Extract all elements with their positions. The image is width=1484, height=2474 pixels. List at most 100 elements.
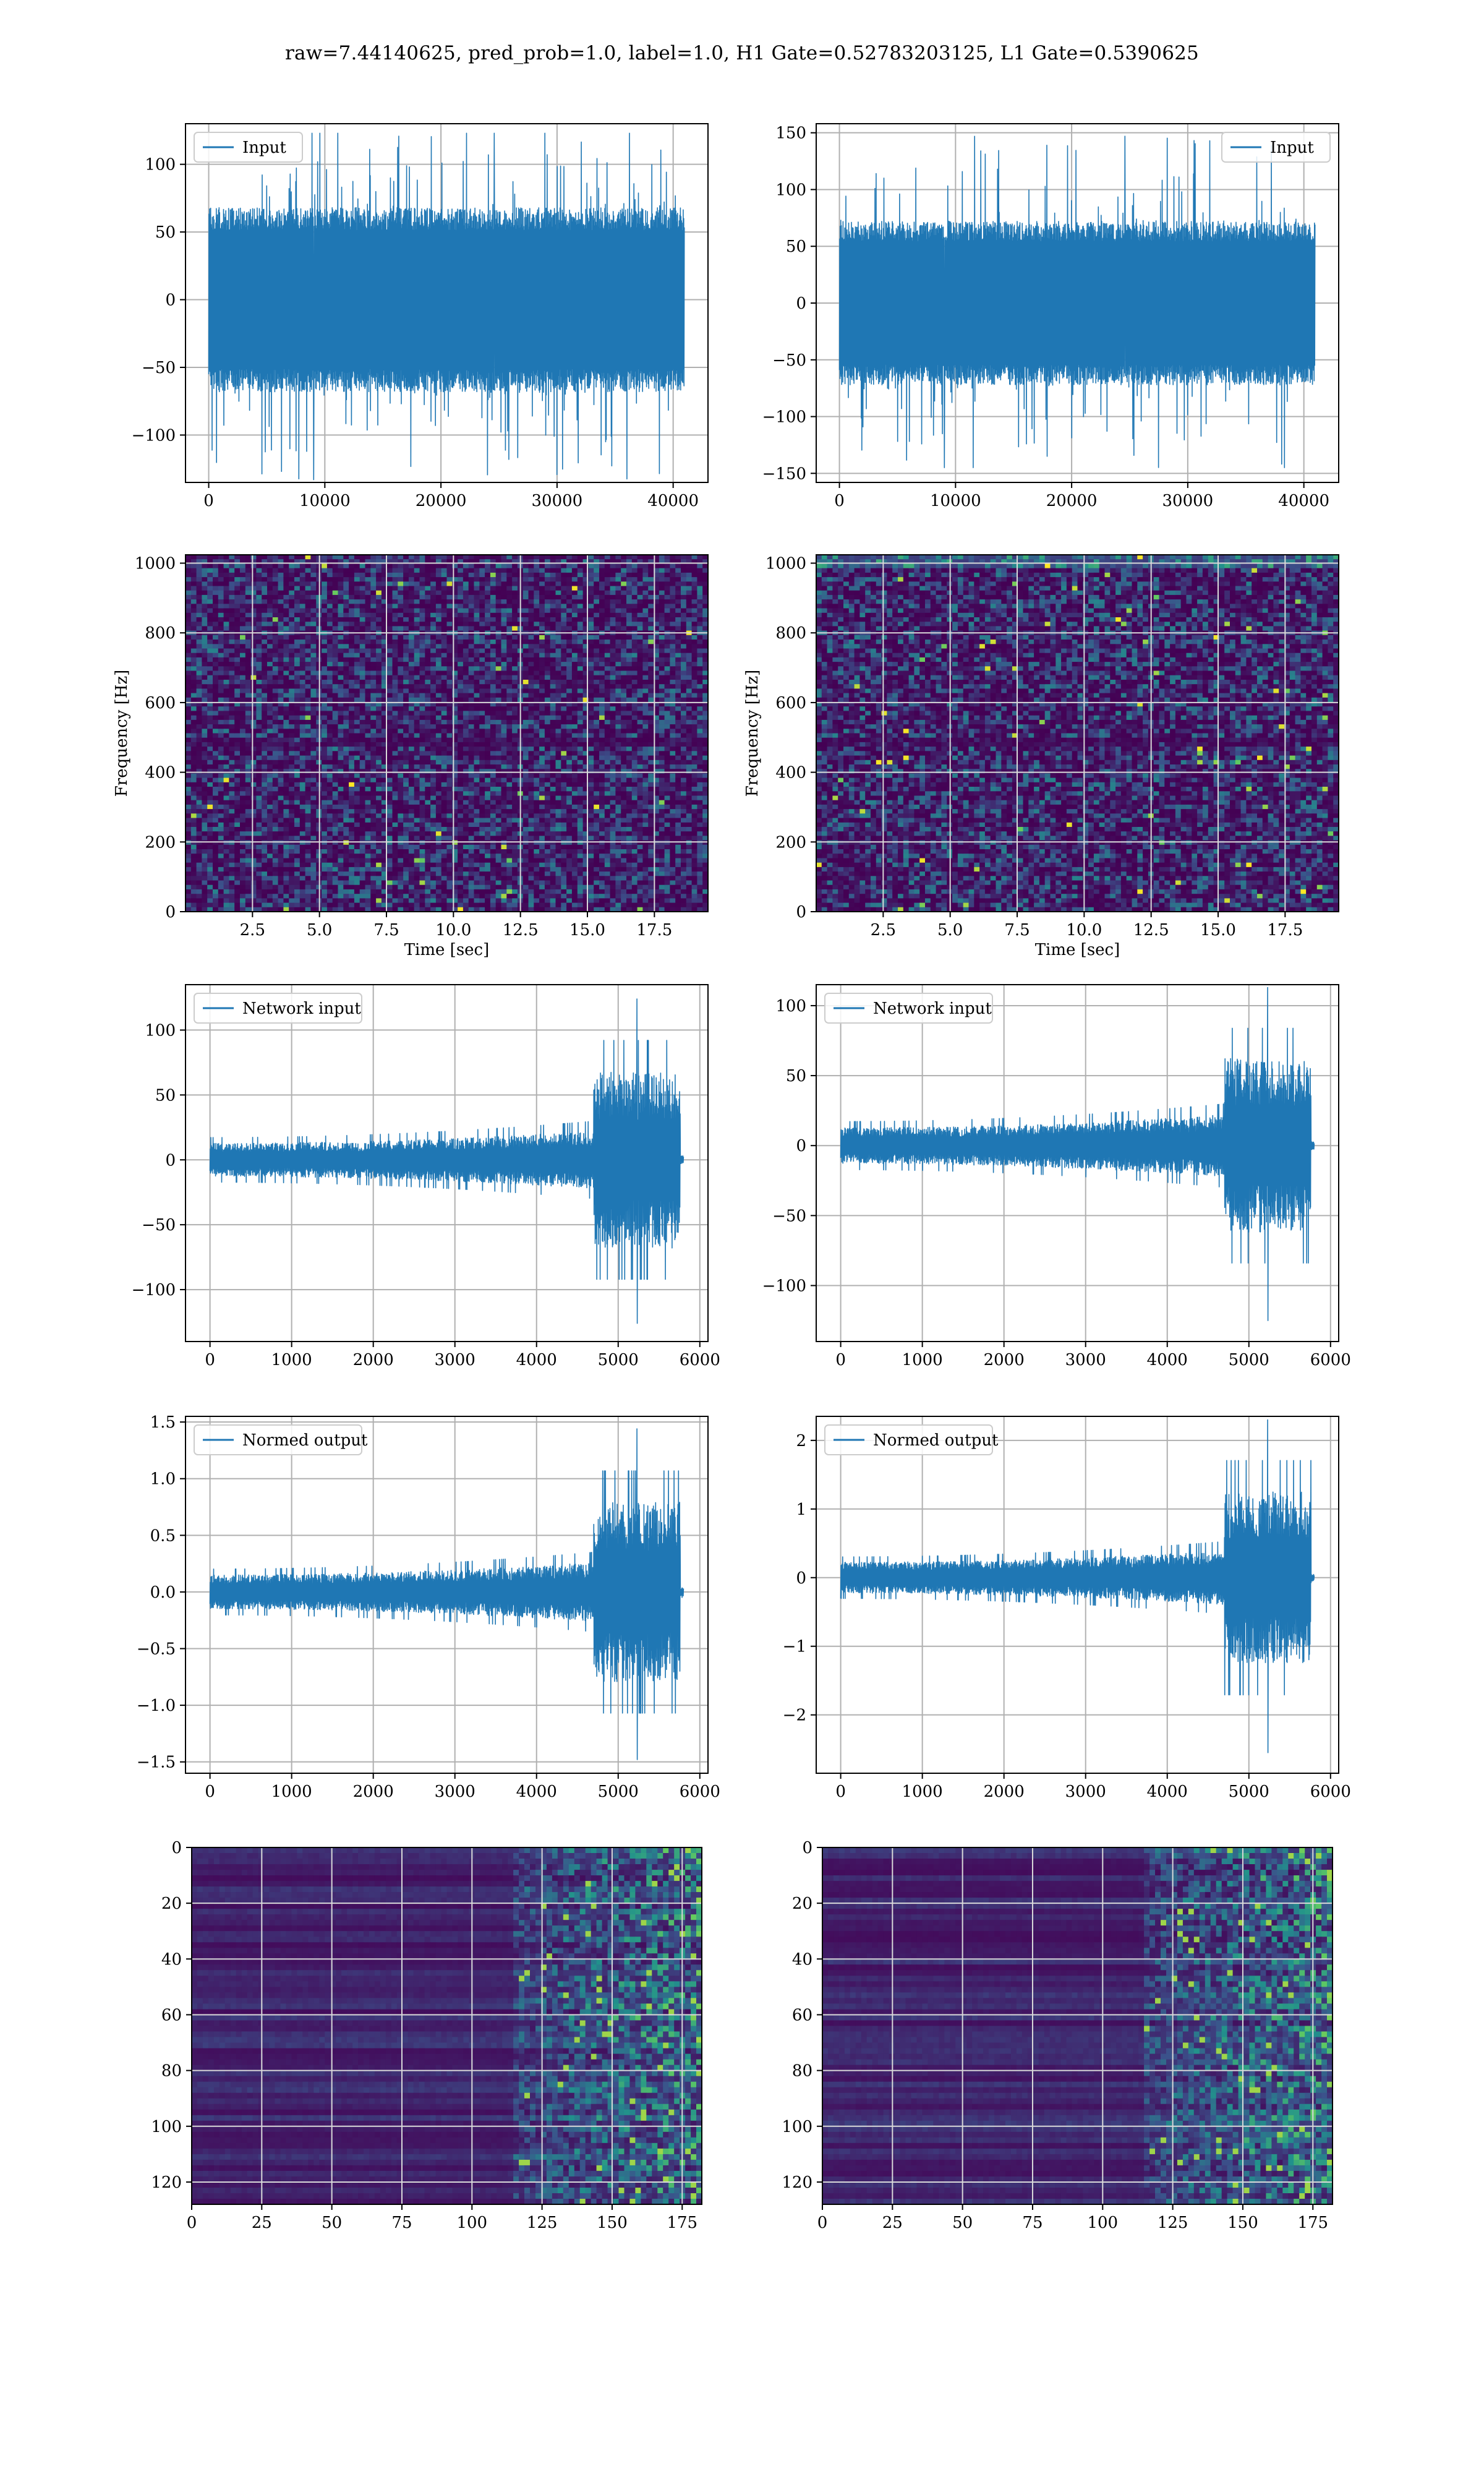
heatmap-cell [299, 626, 306, 631]
heatmap-cell [512, 840, 518, 845]
heatmap-cell [343, 898, 349, 904]
heatmap-cell [305, 773, 311, 779]
heatmap-cell [289, 902, 295, 908]
heatmap-cell [485, 876, 491, 881]
heatmap-cell [349, 831, 355, 836]
heatmap-cell [207, 622, 213, 627]
heatmap-cell [338, 648, 344, 654]
heatmap-cell [446, 577, 453, 582]
heatmap-cell [468, 662, 475, 667]
heatmap-cell [278, 733, 284, 738]
heatmap-cell [490, 764, 497, 769]
heatmap-cell [512, 617, 518, 622]
heatmap-cell [332, 711, 339, 716]
heatmap-cell [495, 898, 502, 904]
heatmap-cell [338, 813, 344, 819]
heatmap-cell [414, 572, 420, 578]
heatmap-cell [446, 706, 453, 711]
heatmap-cell [299, 809, 306, 814]
heatmap-cell [425, 666, 431, 672]
heatmap-cell [322, 827, 328, 832]
heatmap-cell [250, 680, 257, 685]
heatmap-cell [202, 666, 208, 672]
heatmap-cell [186, 769, 192, 774]
heatmap-cell [479, 697, 485, 703]
heatmap-cell [463, 599, 469, 604]
heatmap-cell [250, 764, 257, 769]
heatmap-cell [223, 795, 229, 801]
heatmap-cell [338, 635, 344, 640]
heatmap-cell [381, 635, 388, 640]
heatmap-cell [289, 747, 295, 751]
heatmap-cell [354, 755, 360, 761]
heatmap-cell [506, 612, 513, 618]
heatmap-cell [202, 684, 208, 689]
heatmap-cell [485, 622, 491, 627]
heatmap-cell [245, 617, 252, 622]
heatmap-cell [250, 729, 257, 734]
heatmap-cell [207, 559, 213, 564]
heatmap-cell [349, 666, 355, 672]
heatmap-cell [419, 844, 425, 850]
heatmap-cell [463, 880, 469, 886]
heatmap-cell [207, 907, 213, 912]
heatmap-cell [468, 586, 475, 591]
heatmap-cell [501, 563, 507, 569]
heatmap-cell [381, 711, 388, 716]
heatmap-cell [452, 831, 458, 836]
heatmap-cell [202, 729, 208, 734]
heatmap-cell [490, 804, 497, 810]
heatmap-cell [485, 608, 491, 614]
heatmap-cell [381, 666, 388, 672]
heatmap-cell [501, 871, 507, 876]
heatmap-cell [452, 724, 458, 729]
heatmap-cell [392, 862, 398, 868]
heatmap-cell [234, 902, 241, 908]
heatmap-cell [218, 693, 224, 698]
heatmap-cell [234, 777, 241, 783]
heatmap-cell [223, 849, 229, 854]
heatmap-cell [223, 769, 229, 774]
heatmap-cell [359, 612, 366, 618]
heatmap-cell [267, 680, 273, 685]
heatmap-cell [392, 804, 398, 810]
heatmap-cell [262, 706, 268, 711]
heatmap-cell [381, 563, 388, 569]
heatmap-cell [435, 795, 442, 801]
heatmap-cell [376, 702, 382, 707]
heatmap-cell [256, 813, 262, 819]
heatmap-cell [463, 608, 469, 614]
heatmap-cell [441, 684, 448, 689]
heatmap-cell [512, 733, 518, 738]
heatmap-cell [305, 907, 311, 912]
heatmap-cell [250, 867, 257, 872]
heatmap-cell [202, 742, 208, 747]
heatmap-cell [240, 880, 246, 886]
heatmap-cell [474, 889, 480, 894]
heatmap-cell [485, 889, 491, 894]
heatmap-cell [468, 787, 475, 792]
heatmap-cell [479, 751, 485, 756]
heatmap-cell [386, 586, 393, 591]
x-tick-label: 10000 [930, 492, 981, 510]
heatmap-cell [349, 719, 355, 725]
heatmap-cell [370, 844, 377, 850]
heatmap-cell [392, 818, 398, 823]
heatmap-cell [250, 862, 257, 868]
heatmap-cell [343, 755, 349, 761]
heatmap-cell [370, 871, 377, 876]
heatmap-cell [392, 608, 398, 614]
heatmap-cell [332, 844, 339, 850]
heatmap-cell [299, 867, 306, 872]
heatmap-cell [332, 635, 339, 640]
heatmap-cell [408, 844, 415, 850]
heatmap-cell [196, 809, 202, 814]
heatmap-cell [376, 742, 382, 747]
heatmap-cell [250, 604, 257, 609]
heatmap-cell [370, 657, 377, 662]
heatmap-cell [256, 715, 262, 721]
heatmap-cell [245, 555, 252, 560]
heatmap-cell [322, 787, 328, 792]
heatmap-cell [474, 577, 480, 582]
heatmap-cell [365, 559, 371, 564]
